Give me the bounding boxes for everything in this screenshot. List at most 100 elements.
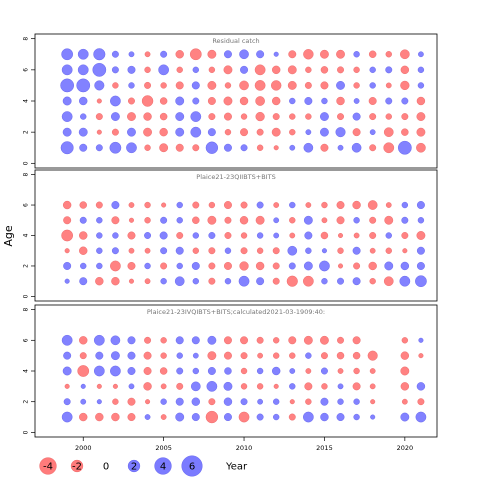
residual-bubble — [367, 350, 378, 361]
residual-bubble — [80, 398, 87, 405]
residual-bubble — [321, 217, 328, 224]
residual-bubble — [289, 383, 296, 390]
residual-bubble — [224, 247, 232, 254]
residual-bubble — [208, 66, 216, 74]
residual-bubble — [369, 383, 376, 390]
residual-bubble — [367, 200, 378, 210]
y-tick-label: 0 — [23, 161, 30, 165]
residual-bubble — [224, 413, 232, 422]
residual-bubble — [400, 80, 410, 91]
residual-bubble — [175, 81, 184, 90]
residual-bubble — [257, 398, 263, 405]
residual-bubble — [336, 96, 345, 106]
residual-bubble — [208, 398, 216, 406]
residual-bubble — [127, 336, 136, 345]
residual-bubble — [337, 398, 344, 405]
residual-bubble — [191, 81, 200, 90]
residual-bubble — [304, 97, 313, 105]
residual-bubble — [320, 412, 329, 422]
residual-bubble — [224, 367, 232, 375]
residual-bubble — [175, 50, 184, 59]
residual-bubble — [128, 247, 135, 254]
residual-bubble — [256, 128, 264, 136]
residual-bubble — [286, 275, 298, 287]
residual-bubble — [257, 352, 263, 359]
residual-bubble — [321, 278, 328, 285]
residual-bubble — [273, 398, 280, 405]
residual-bubble — [224, 216, 232, 224]
residual-bubble — [144, 81, 152, 89]
residual-bubble — [224, 262, 232, 270]
residual-bubble — [127, 262, 136, 270]
residual-bubble — [336, 201, 345, 209]
residual-bubble — [353, 66, 360, 74]
residual-bubble — [416, 142, 426, 153]
residual-bubble — [127, 127, 136, 137]
residual-bubble — [223, 65, 233, 75]
residual-bubble — [143, 112, 152, 121]
residual-bubble — [95, 412, 104, 422]
residual-bubble — [176, 352, 183, 359]
residual-bubble — [273, 413, 280, 421]
residual-bubble — [79, 352, 87, 360]
residual-bubble — [79, 96, 88, 106]
residual-bubble — [273, 232, 280, 239]
residual-bubble — [401, 113, 409, 121]
residual-bubble — [192, 144, 200, 152]
residual-bubble — [79, 246, 88, 255]
residual-bubble — [79, 143, 88, 152]
residual-bubble — [400, 382, 410, 391]
residual-bubble — [400, 49, 410, 60]
residual-bubble — [352, 246, 361, 255]
residual-bubble — [417, 217, 425, 224]
residual-bubble — [63, 398, 71, 406]
legend-label: 2 — [131, 462, 137, 473]
residual-bubble — [161, 202, 167, 208]
legend-bubble — [154, 457, 172, 475]
residual-bubble — [416, 96, 426, 106]
residual-bubble — [273, 337, 280, 344]
residual-bubble — [289, 97, 296, 105]
residual-bubble — [256, 247, 264, 254]
residual-bubble — [287, 65, 297, 75]
residual-bubble — [319, 260, 330, 272]
residual-bubble — [62, 127, 72, 137]
residual-bubble — [175, 246, 184, 255]
residual-bubble — [416, 382, 426, 391]
residual-bubble — [239, 80, 249, 91]
residual-bubble — [272, 113, 280, 121]
residual-bubble — [338, 263, 344, 269]
residual-bubble — [337, 66, 344, 74]
residual-bubble — [337, 368, 344, 374]
residual-bubble — [337, 113, 344, 121]
residual-bubble — [208, 262, 216, 270]
residual-bubble — [160, 247, 168, 255]
residual-bubble — [305, 66, 312, 74]
residual-bubble — [190, 381, 201, 392]
residual-bubble — [128, 383, 135, 390]
residual-bubble — [385, 82, 392, 89]
residual-bubble — [288, 50, 297, 59]
panels: Residual catch02468Plaice21-23QIIBTS+BIT… — [23, 33, 438, 438]
residual-bubble — [64, 278, 70, 284]
residual-bubble — [159, 112, 168, 121]
residual-bubble — [112, 398, 119, 405]
residual-bubble — [224, 128, 232, 136]
residual-bubble — [61, 411, 73, 423]
residual-bubble — [401, 232, 409, 239]
residual-bubble — [111, 277, 120, 286]
residual-bubble — [384, 261, 394, 271]
residual-bubble — [321, 248, 327, 254]
residual-bubble — [415, 411, 427, 423]
residual-bubble — [416, 127, 426, 137]
residual-bubble — [353, 262, 361, 270]
residual-bubble — [175, 336, 184, 345]
residual-bubble — [95, 277, 104, 286]
residual-bubble — [368, 261, 377, 271]
residual-bubble — [240, 65, 248, 74]
residual-bubble — [289, 113, 296, 120]
residual-bubble — [369, 144, 377, 152]
residual-bubble — [208, 201, 216, 209]
residual-bubble — [369, 113, 377, 121]
residual-bubble — [369, 216, 377, 224]
